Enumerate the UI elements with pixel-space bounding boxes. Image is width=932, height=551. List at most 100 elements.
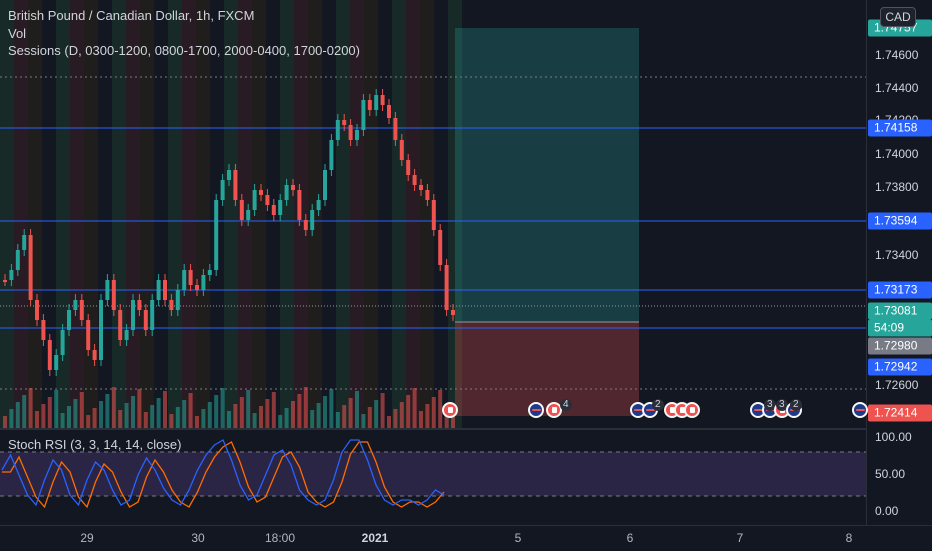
candle-body xyxy=(111,280,116,310)
event-ca-icon[interactable] xyxy=(684,402,700,418)
volume-bar xyxy=(380,393,385,428)
volume-bar xyxy=(105,394,110,428)
candle-body xyxy=(271,205,276,215)
candle-body xyxy=(73,300,78,310)
event-ca-icon[interactable] xyxy=(546,402,562,418)
session-band xyxy=(378,0,392,428)
candle-body xyxy=(47,340,52,370)
candle-body xyxy=(348,125,353,140)
candle-body xyxy=(207,270,212,275)
candle-body xyxy=(60,330,65,355)
candle-body xyxy=(9,270,14,280)
candle-body xyxy=(329,140,334,170)
candle-body xyxy=(278,200,283,215)
volume-bar xyxy=(111,387,116,428)
candle-body xyxy=(246,210,251,220)
volume-bar xyxy=(175,407,180,428)
time-label: 29 xyxy=(80,531,94,545)
event-uk-icon[interactable] xyxy=(852,402,868,418)
price-tick: 1.72600 xyxy=(875,378,919,392)
candle-body xyxy=(182,270,187,290)
event-count-badge: 3 xyxy=(776,399,788,411)
volume-bar xyxy=(406,395,411,428)
volume-bar xyxy=(92,408,97,428)
candle-body xyxy=(118,310,123,340)
volume-bar xyxy=(323,396,327,428)
rsi-d-line xyxy=(2,441,445,509)
session-band xyxy=(126,0,140,428)
event-ca-icon[interactable] xyxy=(442,402,458,418)
volume-bar xyxy=(444,413,449,428)
session-band xyxy=(252,0,266,428)
time-label: 30 xyxy=(191,531,205,545)
sessions-legend: Sessions (D, 0300-1200, 0800-1700, 2000-… xyxy=(8,43,360,58)
candle-body xyxy=(303,220,308,230)
candle-body xyxy=(143,310,148,330)
volume-bar xyxy=(73,399,78,428)
volume-bar xyxy=(355,391,359,428)
rsi-tick: 100.00 xyxy=(875,430,912,444)
price-axis[interactable]: 1.74600 1.74400 1.74200 1.74000 1.73800 … xyxy=(866,0,932,525)
volume-bar xyxy=(86,415,91,428)
price-badge-line: 1.72942 xyxy=(868,358,932,376)
time-label: 8 xyxy=(845,531,853,545)
volume-bar xyxy=(118,410,123,428)
candle-body xyxy=(41,320,46,340)
volume-bar xyxy=(265,399,270,428)
candle-body xyxy=(252,190,257,210)
volume-bar xyxy=(233,404,238,428)
volume-bar xyxy=(278,415,283,428)
candle-body xyxy=(239,200,244,220)
candle-body xyxy=(265,195,270,205)
volume-bar xyxy=(182,400,187,428)
volume-bar xyxy=(79,392,84,428)
volume-bar xyxy=(143,412,148,428)
volume-bar xyxy=(220,388,225,428)
volume-bar xyxy=(367,407,372,428)
candle-body xyxy=(284,185,289,200)
session-band xyxy=(224,0,238,428)
session-band xyxy=(196,0,210,428)
symbol-title: British Pound / Canadian Dollar, 1h, FXC… xyxy=(8,8,255,23)
candle-body xyxy=(310,210,315,230)
currency-button[interactable]: CAD xyxy=(880,7,916,27)
price-badge-stop: 1.72414 xyxy=(868,404,932,422)
candle-body xyxy=(380,95,385,105)
price-badge-current: 1.73081 xyxy=(868,302,932,320)
volume-legend: Vol xyxy=(8,26,27,41)
candle-body xyxy=(195,285,199,290)
session-band xyxy=(308,0,322,428)
volume-bar xyxy=(425,404,430,428)
volume-bar xyxy=(207,402,212,428)
event-uk-icon[interactable] xyxy=(528,402,544,418)
volume-bar xyxy=(35,411,39,428)
event-count-badge: 4 xyxy=(560,399,572,411)
volume-bar xyxy=(60,413,65,428)
session-band xyxy=(28,0,42,428)
volume-bar xyxy=(335,412,340,428)
time-axis[interactable]: 29 30 18:00 2021 5 6 7 8 xyxy=(0,525,932,551)
volume-bar xyxy=(284,408,289,428)
volume-bar xyxy=(316,403,321,428)
pane-separator[interactable] xyxy=(0,428,866,430)
chart-canvas[interactable] xyxy=(0,0,866,525)
volume-bar xyxy=(131,396,135,428)
volume-bar xyxy=(438,390,443,428)
session-band xyxy=(238,0,252,428)
candle-body xyxy=(163,280,167,300)
volume-bar xyxy=(156,398,161,428)
candle-body xyxy=(105,280,110,300)
candle-body xyxy=(387,105,391,118)
volume-bar xyxy=(310,410,315,428)
candle-body xyxy=(342,120,347,125)
session-band xyxy=(448,0,462,428)
time-label: 5 xyxy=(514,531,522,545)
session-band xyxy=(420,0,434,428)
volume-bar xyxy=(297,394,302,428)
candle-body xyxy=(54,355,59,370)
session-band xyxy=(182,0,196,428)
volume-bar xyxy=(163,391,167,428)
candle-body xyxy=(99,300,103,360)
rsi-tick: 0.00 xyxy=(875,504,899,518)
volume-bar xyxy=(342,405,347,428)
